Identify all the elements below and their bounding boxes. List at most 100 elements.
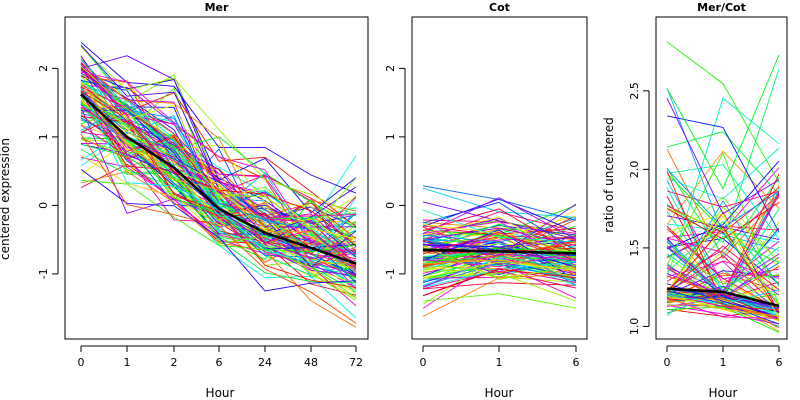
ratio-title: Mer/Cot — [697, 1, 746, 14]
panel-cot: Cot 0 1 6 -1 0 1 2 Hour — [384, 1, 588, 400]
mer-y-tick-label: 0 — [37, 202, 50, 209]
mer-x-axis-title: Hour — [206, 386, 235, 400]
ratio-gene-line — [666, 98, 780, 215]
mer-gene-line — [80, 97, 357, 246]
mer-gene-line — [80, 65, 357, 231]
mer-mean-line — [80, 93, 357, 265]
ratio-gene-line — [666, 290, 780, 325]
mer-x-tick-label: 72 — [349, 356, 363, 369]
ratio-gene-line — [666, 147, 780, 200]
cot-gene-line — [422, 261, 577, 288]
mer-gene-line — [80, 59, 357, 229]
ratio-y-tick-label: 1.0 — [628, 318, 641, 336]
ratio-gene-line — [666, 306, 780, 333]
cot-gene-line — [422, 273, 577, 317]
ratio-gene-line — [666, 202, 780, 240]
mer-gene-lines — [80, 41, 357, 328]
ratio-gene-line — [666, 261, 780, 314]
cot-gene-line — [422, 224, 577, 254]
cot-gene-line — [422, 245, 577, 280]
ratio-gene-line — [666, 206, 780, 295]
ratio-gene-line — [666, 220, 780, 285]
mer-gene-line — [80, 133, 357, 324]
cot-y-tick-label: 2 — [384, 65, 397, 72]
mer-gene-line — [80, 86, 357, 264]
ratio-gene-line — [666, 228, 780, 280]
cot-gene-lines — [422, 185, 577, 317]
ratio-gene-line — [666, 115, 780, 233]
cot-gene-line — [422, 224, 577, 255]
mer-gene-line — [80, 84, 357, 250]
ratio-gene-line — [666, 231, 780, 307]
panel-mer-cot: Mer/Cot 0 1 6 1.0 1.5 2.0 2.5 Hour ratio of u… — [602, 1, 788, 400]
mer-x-tick-label: 0 — [78, 356, 85, 369]
cot-gene-line — [422, 244, 577, 267]
mer-gene-line — [80, 88, 357, 240]
mer-x-tick-label: 48 — [304, 356, 318, 369]
mer-gene-line — [80, 155, 357, 299]
mer-gene-line — [80, 65, 357, 218]
ratio-x-tick-label: 0 — [664, 356, 671, 369]
ratio-x-axis: 0 1 6 — [664, 345, 783, 369]
cot-gene-line — [422, 201, 577, 240]
ratio-gene-line — [666, 253, 780, 291]
cot-plot-frame — [411, 16, 588, 340]
cot-gene-line — [422, 208, 577, 255]
mer-plot-frame — [64, 16, 369, 340]
mer-gene-line — [80, 82, 357, 274]
cot-y-tick-label: -1 — [384, 268, 397, 279]
ratio-gene-line — [666, 150, 780, 225]
ratio-gene-line — [666, 160, 780, 250]
mer-gene-line — [80, 149, 357, 283]
ratio-gene-line — [666, 225, 780, 259]
cot-gene-line — [422, 261, 577, 279]
ratio-gene-line — [666, 299, 780, 317]
ratio-gene-line — [666, 266, 780, 318]
panel-mer: Mer 0 1 2 6 24 48 72 -1 0 1 2 Hour centered expre… — [0, 1, 369, 400]
cot-gene-line — [422, 217, 577, 244]
cot-gene-line — [422, 259, 577, 272]
ratio-x-axis-title: Hour — [709, 386, 738, 400]
cot-x-axis: 0 1 6 — [420, 345, 580, 369]
cot-x-axis-title: Hour — [485, 386, 514, 400]
mer-gene-line — [80, 130, 357, 266]
ratio-gene-line — [666, 246, 780, 285]
ratio-y-tick-label: 1.5 — [628, 239, 641, 257]
mer-x-axis: 0 1 2 6 24 48 72 — [78, 345, 363, 369]
mer-gene-line — [80, 89, 357, 289]
mer-y-axis-title: centered expression — [0, 138, 12, 260]
ratio-y-axis: 1.0 1.5 2.0 2.5 — [628, 82, 650, 336]
ratio-y-axis-title: ratio of uncentered — [602, 117, 616, 232]
ratio-gene-line — [666, 289, 780, 305]
ratio-gene-line — [666, 235, 780, 298]
cot-x-tick-label: 0 — [420, 356, 427, 369]
ratio-gene-line — [666, 41, 780, 183]
mer-gene-line — [80, 82, 357, 272]
cot-gene-line — [422, 185, 577, 221]
cot-x-tick-label: 6 — [573, 356, 580, 369]
mer-gene-line — [80, 71, 357, 255]
mer-gene-line — [80, 169, 357, 292]
ratio-gene-line — [666, 273, 780, 309]
ratio-gene-line — [666, 246, 780, 313]
mer-y-tick-label: -1 — [37, 268, 50, 279]
mer-gene-line — [80, 81, 357, 240]
ratio-gene-line — [666, 297, 780, 319]
mer-gene-line — [80, 101, 357, 264]
cot-gene-line — [422, 270, 577, 290]
mer-x-tick-label: 1 — [124, 356, 131, 369]
ratio-gene-line — [666, 270, 780, 295]
mer-gene-line — [80, 62, 357, 246]
ratio-x-tick-label: 6 — [776, 356, 783, 369]
ratio-mean-line — [666, 287, 780, 308]
mer-title: Mer — [205, 1, 229, 14]
mer-x-tick-label: 24 — [258, 356, 272, 369]
mer-x-tick-label: 2 — [171, 356, 178, 369]
mer-gene-line — [80, 94, 357, 270]
cot-title: Cot — [489, 1, 510, 14]
ratio-gene-line — [666, 131, 780, 195]
ratio-gene-line — [666, 237, 780, 296]
ratio-plot-frame — [655, 16, 788, 340]
ratio-y-tick-label: 2.0 — [628, 161, 641, 179]
